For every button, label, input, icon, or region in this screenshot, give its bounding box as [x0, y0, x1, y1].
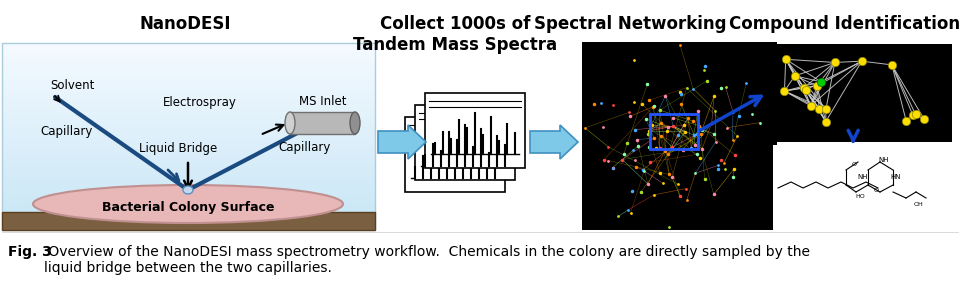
Bar [2, 112, 375, 115]
Bar [2, 221, 375, 224]
Text: OH: OH [913, 203, 923, 208]
Bar [2, 183, 375, 186]
Bar [2, 180, 375, 183]
Bar [2, 49, 375, 52]
Text: O: O [874, 187, 878, 193]
Bar [2, 143, 375, 146]
Bar [2, 212, 375, 230]
Text: NanoDESI: NanoDESI [139, 15, 230, 33]
Bar [425, 93, 525, 168]
Bar [2, 130, 375, 133]
Ellipse shape [350, 112, 360, 134]
Bar [2, 87, 375, 90]
Bar [2, 96, 375, 99]
Text: Solvent: Solvent [50, 79, 94, 92]
Bar [2, 124, 375, 127]
Text: Liquid Bridge: Liquid Bridge [139, 142, 217, 155]
Bar [2, 224, 375, 227]
Bar [2, 43, 375, 46]
Bar [2, 218, 375, 221]
FancyArrow shape [378, 125, 426, 159]
Text: NH: NH [878, 157, 889, 163]
Bar [2, 77, 375, 80]
Text: Fig. 3: Fig. 3 [8, 245, 52, 259]
Bar [2, 155, 375, 158]
Bar [2, 193, 375, 196]
Bar [2, 174, 375, 177]
Bar [2, 115, 375, 118]
Bar [2, 74, 375, 77]
Bar [405, 117, 505, 192]
Text: HN: HN [891, 174, 901, 180]
Bar [290, 112, 355, 134]
Text: NH: NH [857, 174, 868, 180]
Bar [2, 208, 375, 211]
Bar [2, 177, 375, 180]
Bar [2, 102, 375, 105]
Bar [2, 149, 375, 152]
Text: O: O [852, 162, 856, 168]
Text: MS Inlet: MS Inlet [299, 95, 347, 108]
Bar [582, 42, 777, 230]
Bar [650, 114, 698, 149]
Bar [2, 108, 375, 112]
Bar [2, 196, 375, 199]
Bar [2, 168, 375, 171]
Bar [2, 46, 375, 49]
Bar [2, 62, 375, 65]
Bar [2, 137, 375, 139]
Bar [2, 99, 375, 102]
Bar [2, 80, 375, 84]
Text: HO: HO [855, 195, 865, 199]
Bar [2, 139, 375, 143]
Bar [2, 127, 375, 130]
Bar [2, 146, 375, 149]
Bar [2, 68, 375, 71]
Bar [2, 227, 375, 230]
Ellipse shape [33, 185, 343, 223]
Bar [2, 59, 375, 62]
Ellipse shape [183, 186, 193, 194]
Text: Capillary: Capillary [278, 141, 330, 154]
Text: Collect 1000s of
Tandem Mass Spectra: Collect 1000s of Tandem Mass Spectra [353, 15, 557, 54]
Bar [2, 164, 375, 168]
Text: Capillary: Capillary [40, 125, 92, 139]
Bar [2, 133, 375, 137]
Bar [2, 158, 375, 161]
Text: Bacterial Colony Surface: Bacterial Colony Surface [102, 201, 275, 214]
Text: Spectral Networking: Spectral Networking [534, 15, 727, 33]
Bar [2, 214, 375, 218]
Ellipse shape [285, 112, 295, 134]
Bar [2, 84, 375, 87]
FancyArrow shape [530, 125, 578, 159]
Bar [2, 93, 375, 96]
Text: Overview of the NanoDESI mass spectrometry workflow.  Chemicals in the colony ar: Overview of the NanoDESI mass spectromet… [44, 245, 810, 275]
Bar [2, 43, 375, 230]
Bar [762, 44, 952, 142]
Bar [773, 145, 953, 230]
Text: Compound Identification: Compound Identification [730, 15, 960, 33]
Bar [2, 65, 375, 68]
Bar [2, 161, 375, 164]
Text: Electrospray: Electrospray [163, 96, 237, 109]
Bar [2, 171, 375, 174]
Bar [2, 55, 375, 59]
Bar [2, 152, 375, 155]
Bar [2, 121, 375, 124]
Bar [2, 202, 375, 205]
Bar [2, 118, 375, 121]
Bar [2, 205, 375, 208]
Bar [2, 52, 375, 55]
Bar [2, 90, 375, 93]
Bar [415, 105, 515, 180]
Bar [2, 186, 375, 189]
Bar [2, 105, 375, 108]
Bar [2, 189, 375, 193]
Bar [2, 199, 375, 202]
Bar [2, 211, 375, 214]
Bar [2, 71, 375, 74]
